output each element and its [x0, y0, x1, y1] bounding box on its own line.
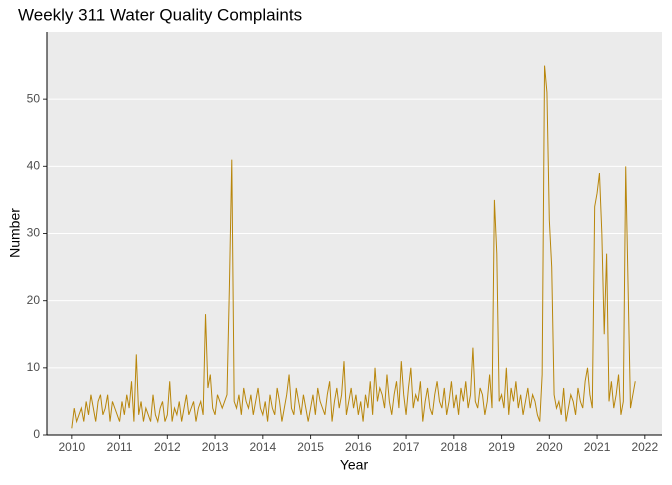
x-tick-label: 2012	[154, 440, 181, 454]
data-line	[71, 65, 636, 429]
y-tick-label: 10	[27, 360, 41, 374]
y-tick-label: 20	[27, 293, 41, 307]
y-axis-label: Number	[7, 208, 23, 258]
x-tick-label: 2022	[631, 440, 658, 454]
y-tick-label: 50	[27, 91, 41, 105]
x-tick-label: 2014	[249, 440, 276, 454]
x-tick-label: 2021	[584, 440, 611, 454]
y-tick-label: 0	[33, 427, 40, 441]
x-tick-label: 2015	[297, 440, 324, 454]
x-tick-label: 2019	[488, 440, 515, 454]
chart-title: Weekly 311 Water Quality Complaints	[18, 5, 302, 24]
x-tick-label: 2016	[345, 440, 372, 454]
x-tick-label: 2018	[440, 440, 467, 454]
x-tick-label: 2011	[107, 440, 133, 454]
y-tick-label: 40	[27, 159, 41, 173]
x-tick-label: 2020	[536, 440, 563, 454]
x-tick-label: 2013	[202, 440, 229, 454]
x-axis-label: Year	[340, 457, 369, 473]
x-tick-label: 2010	[58, 440, 85, 454]
y-tick-label: 30	[27, 226, 41, 240]
x-tick-label: 2017	[393, 440, 420, 454]
